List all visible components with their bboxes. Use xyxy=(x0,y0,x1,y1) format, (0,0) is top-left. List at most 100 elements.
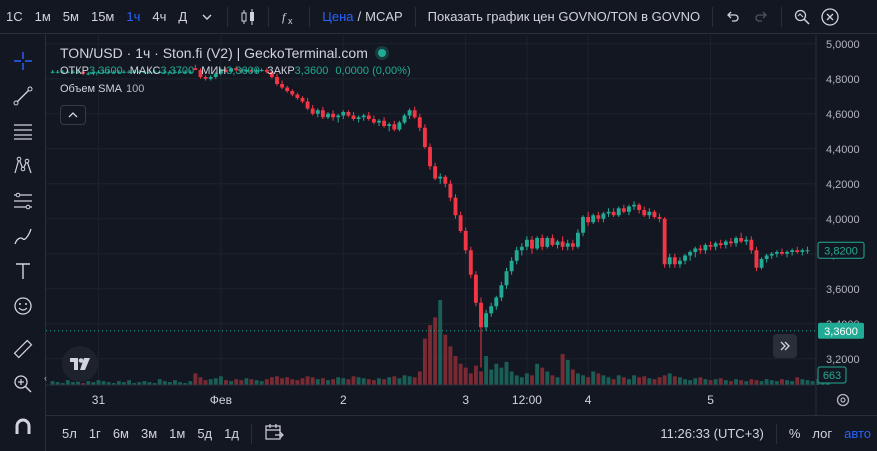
percent-scale-toggle[interactable]: % xyxy=(788,426,801,441)
volume-bar xyxy=(484,356,489,385)
interval-3[interactable]: 15м xyxy=(90,8,115,24)
x-tick-label: 3 xyxy=(462,393,469,407)
volume-bar xyxy=(774,381,779,385)
price-chart[interactable]: 5,00004,80004,60004,40004,20004,00003,80… xyxy=(46,35,877,415)
brush-icon[interactable] xyxy=(9,222,37,250)
volume-bar xyxy=(596,373,601,385)
collapse-legend-button[interactable] xyxy=(60,105,86,125)
candle-body xyxy=(86,73,91,75)
range-4[interactable]: 1м xyxy=(169,426,186,441)
ohlc-values: ОТКР3,3600 МАКС3,3700 МИН3,3600 ЗАКР3,36… xyxy=(60,65,415,77)
chevron-up-icon xyxy=(68,112,78,118)
candle-body xyxy=(443,176,448,184)
y-tick-label: 5,0000 xyxy=(826,39,860,51)
candle-body xyxy=(208,77,213,79)
fib-icon[interactable] xyxy=(9,187,37,215)
candle-body xyxy=(127,71,131,73)
volume-bar xyxy=(453,356,458,385)
candle-body xyxy=(320,110,325,118)
date-range-icon[interactable] xyxy=(258,423,290,444)
volume-bar xyxy=(621,377,626,385)
chevron-down-icon[interactable] xyxy=(193,0,221,34)
symbol-title[interactable]: TON/USD · 1ч · Ston.fi (V2) | GeckoTermi… xyxy=(60,45,368,61)
candle-body xyxy=(565,243,570,247)
show-govno-chart-button[interactable]: Показать график цен GOVNO/TON в GOVNO xyxy=(427,8,701,24)
candle-body xyxy=(76,71,80,73)
candle-body xyxy=(688,252,693,256)
time-zone-clock[interactable]: 11:26:33 (UTC+3) xyxy=(660,426,764,441)
zoom-in-icon[interactable] xyxy=(9,370,37,398)
candle-body xyxy=(509,260,514,272)
magnifier-icon[interactable] xyxy=(788,0,816,34)
interval-1[interactable]: 1м xyxy=(34,8,51,24)
candle-body xyxy=(473,274,478,303)
volume-bar xyxy=(377,378,381,385)
candle-body xyxy=(249,70,254,72)
volume-bar xyxy=(703,379,708,385)
volume-bar xyxy=(662,375,667,385)
crosshair-icon[interactable] xyxy=(9,47,37,75)
range-5[interactable]: 5д xyxy=(197,426,213,441)
mcap-toggle-option[interactable]: MCAP xyxy=(365,8,403,24)
interval-4[interactable]: 1ч xyxy=(126,8,141,24)
interval-6[interactable]: Д xyxy=(178,8,188,24)
range-1[interactable]: 1г xyxy=(88,426,101,441)
range-6[interactable]: 1д xyxy=(224,426,239,441)
magnet-icon[interactable] xyxy=(9,413,37,441)
price-toggle-option[interactable]: Цена xyxy=(322,8,354,24)
candle-body xyxy=(713,243,718,247)
price-mcap-toggle[interactable]: Цена / MCAP xyxy=(316,0,408,34)
candle-body xyxy=(81,71,86,74)
volume-bar xyxy=(473,365,478,385)
redo-icon[interactable] xyxy=(747,0,775,34)
range-2[interactable]: 6м xyxy=(112,426,129,441)
candle-body xyxy=(60,71,65,73)
candle-body xyxy=(331,113,336,118)
volume-bar xyxy=(132,383,137,385)
volume-bar xyxy=(683,379,687,385)
tradingview-logo-icon xyxy=(70,358,90,370)
interval-2[interactable]: 5м xyxy=(62,8,79,24)
range-0[interactable]: 5л xyxy=(62,426,77,441)
candle-body xyxy=(708,245,713,247)
emoji-icon[interactable] xyxy=(9,292,37,320)
volume-bar xyxy=(530,375,534,385)
trend-line-icon[interactable] xyxy=(9,82,37,110)
volume-bar xyxy=(178,382,183,385)
tradingview-logo[interactable] xyxy=(62,346,98,382)
horizontal-lines-icon[interactable] xyxy=(9,117,37,145)
scroll-to-realtime-button[interactable] xyxy=(773,334,797,358)
volume-bar xyxy=(111,383,116,385)
candles-icon[interactable] xyxy=(234,0,262,34)
close-icon[interactable] xyxy=(816,0,844,34)
volume-badge xyxy=(817,366,847,384)
candle-body xyxy=(122,71,126,73)
volume-indicator-legend[interactable]: Объем SMA 100 xyxy=(60,83,415,95)
candle-body xyxy=(142,71,147,73)
candle-body xyxy=(111,71,116,73)
chevron-left-icon[interactable]: ‹ xyxy=(44,373,47,383)
range-3[interactable]: 3м xyxy=(140,426,158,441)
volume-bar xyxy=(86,381,91,385)
log-scale-toggle[interactable]: лог xyxy=(812,426,833,441)
auto-scale-toggle[interactable]: авто xyxy=(844,426,871,441)
volume-bar xyxy=(688,380,693,385)
ruler-icon[interactable] xyxy=(9,335,37,363)
volume-bar xyxy=(448,346,453,385)
volume-bar xyxy=(346,379,351,385)
candle-body xyxy=(290,91,295,95)
interval-5[interactable]: 4ч xyxy=(152,8,167,24)
interval-0[interactable]: 1С xyxy=(6,8,23,24)
text-tool-icon[interactable] xyxy=(9,257,37,285)
volume-bar xyxy=(183,383,188,385)
pattern-icon[interactable] xyxy=(9,152,37,180)
undo-icon[interactable] xyxy=(719,0,747,34)
candle-body xyxy=(178,71,183,73)
candle-body xyxy=(739,238,744,242)
candle-body xyxy=(371,119,376,123)
chart-settings-button[interactable] xyxy=(834,391,852,409)
y-tick-label: 4,8000 xyxy=(826,74,860,86)
candle-body xyxy=(774,252,779,254)
chart-area[interactable]: 5,00004,80004,60004,40004,20004,00003,80… xyxy=(46,35,877,415)
